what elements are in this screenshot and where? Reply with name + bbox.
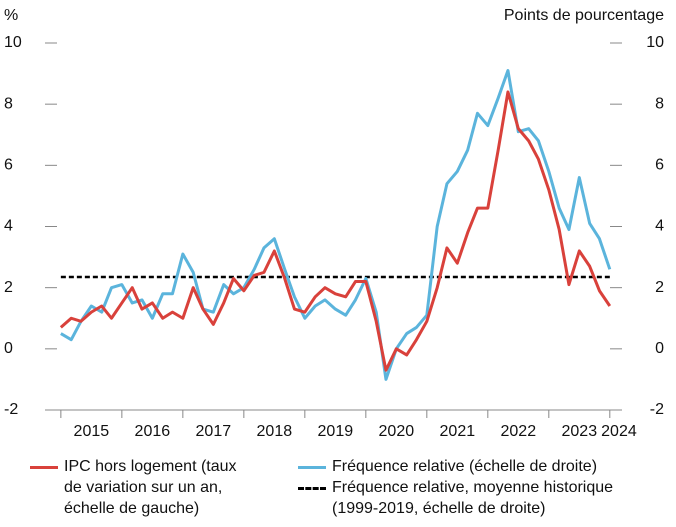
x-tick-label: 2023 bbox=[562, 423, 598, 440]
y-axis-label: % bbox=[4, 7, 18, 24]
y2-tick-label: 4 bbox=[655, 218, 664, 235]
y2-tick-label: 6 bbox=[655, 157, 664, 174]
x-tick-label: 2018 bbox=[257, 423, 293, 440]
y-tick-label: 2 bbox=[4, 279, 13, 296]
y-tick-label: 10 bbox=[4, 34, 22, 51]
legend-label: Fréquence relative, moyenne historique (… bbox=[332, 479, 614, 517]
y2-tick-label: 10 bbox=[646, 34, 664, 51]
y2-tick-label: 8 bbox=[655, 95, 664, 112]
legend-swatch bbox=[298, 487, 326, 490]
series-line bbox=[60, 69, 612, 381]
y-tick-label: -2 bbox=[4, 401, 18, 418]
y2-axis-label: Points de pourcentage bbox=[504, 7, 664, 24]
legend-swatch bbox=[298, 466, 326, 469]
x-tick-label: 2016 bbox=[135, 423, 171, 440]
x-tick-label: 2015 bbox=[74, 423, 110, 440]
y-tick-label: 4 bbox=[4, 218, 13, 235]
legend-label: Fréquence relative (échelle de droite) bbox=[332, 458, 598, 475]
y-tick-label: 8 bbox=[4, 95, 13, 112]
y2-tick-label: 0 bbox=[655, 340, 664, 357]
legend-swatch bbox=[30, 466, 58, 469]
y-tick-label: 0 bbox=[4, 340, 13, 357]
x-tick-label: 2020 bbox=[379, 423, 415, 440]
y2-tick-label: -2 bbox=[650, 401, 664, 418]
x-tick-label: 2024 bbox=[601, 423, 637, 440]
y-tick-label: 6 bbox=[4, 157, 13, 174]
x-tick-label: 2022 bbox=[501, 423, 537, 440]
y2-tick-label: 2 bbox=[655, 279, 664, 296]
series-line bbox=[59, 90, 612, 372]
legend-label: IPC hors logement (taux de variation sur… bbox=[64, 458, 237, 517]
chart: % Points de pourcentage -2 0 2 4 6 8 10 -2 0 2 4 6 8… bbox=[4, 7, 664, 440]
x-tick-label: 2017 bbox=[196, 423, 232, 440]
x-tick-label: 2021 bbox=[440, 423, 476, 440]
x-tick-label: 2019 bbox=[318, 423, 354, 440]
